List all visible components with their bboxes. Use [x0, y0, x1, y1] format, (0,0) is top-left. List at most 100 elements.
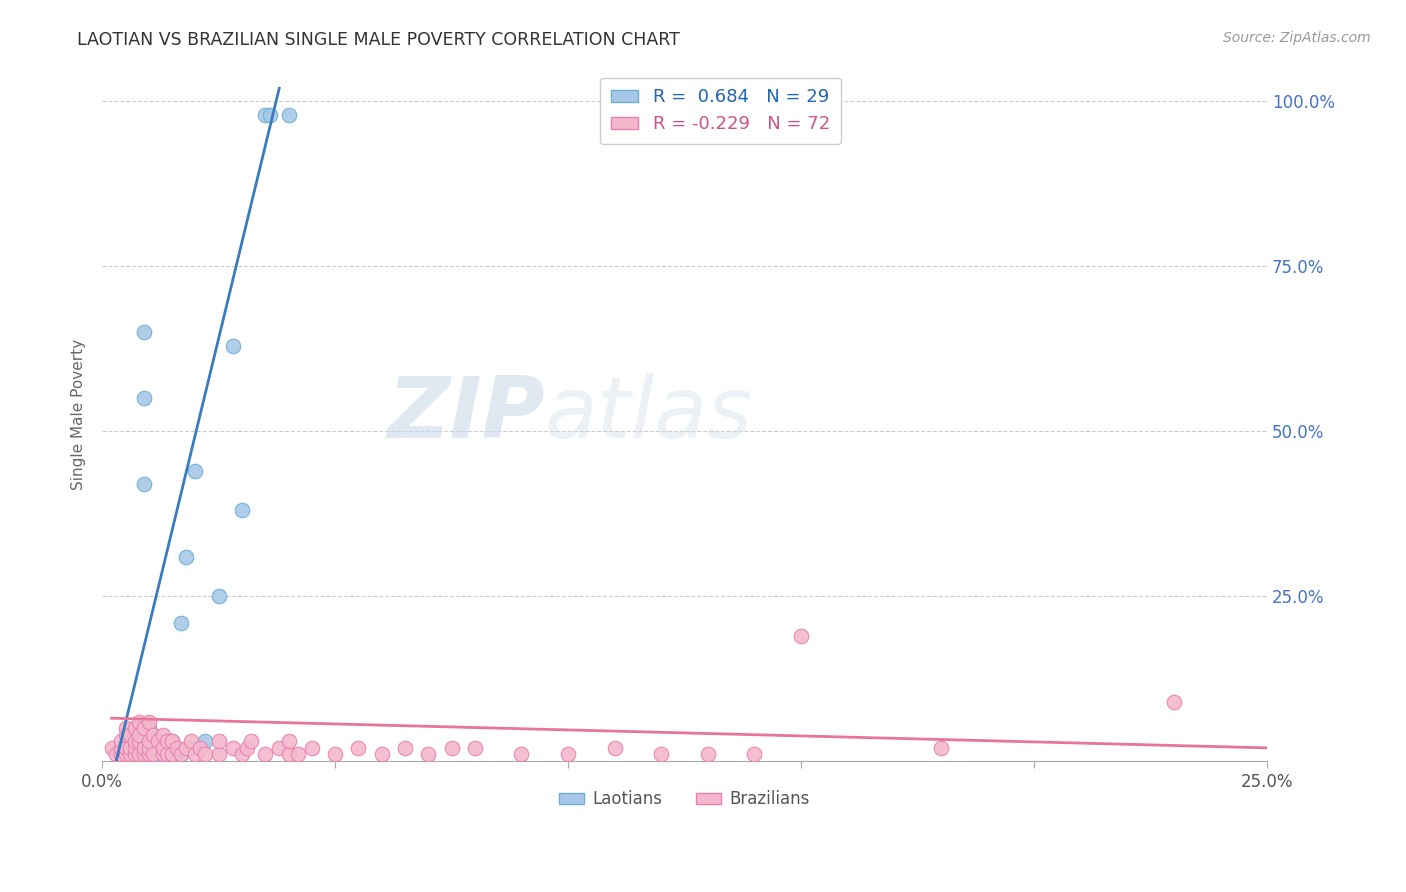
- Point: [138, 747, 160, 762]
- Point: [124, 747, 146, 762]
- Point: [160, 734, 183, 748]
- Point: [254, 747, 277, 762]
- Point: [138, 740, 160, 755]
- Point: [156, 734, 179, 748]
- Point: [142, 728, 165, 742]
- Point: [259, 108, 281, 122]
- Point: [138, 734, 160, 748]
- Point: [603, 740, 626, 755]
- Point: [138, 721, 160, 735]
- Point: [105, 747, 128, 762]
- Point: [114, 740, 136, 755]
- Point: [323, 747, 346, 762]
- Point: [208, 589, 231, 603]
- Point: [138, 714, 160, 729]
- Point: [146, 747, 169, 762]
- Point: [152, 740, 174, 755]
- Point: [790, 629, 813, 643]
- Point: [221, 740, 243, 755]
- Point: [180, 740, 202, 755]
- Point: [124, 740, 146, 755]
- Point: [110, 740, 132, 755]
- Text: atlas: atlas: [544, 373, 752, 457]
- Point: [696, 747, 718, 762]
- Point: [194, 734, 217, 748]
- Legend: Laotians, Brazilians: Laotians, Brazilians: [553, 784, 817, 815]
- Point: [134, 747, 156, 762]
- Text: LAOTIAN VS BRAZILIAN SINGLE MALE POVERTY CORRELATION CHART: LAOTIAN VS BRAZILIAN SINGLE MALE POVERTY…: [77, 31, 681, 49]
- Point: [128, 728, 150, 742]
- Point: [156, 747, 179, 762]
- Point: [114, 721, 136, 735]
- Point: [120, 740, 142, 755]
- Point: [166, 740, 188, 755]
- Point: [1163, 695, 1185, 709]
- Point: [128, 747, 150, 762]
- Point: [929, 740, 952, 755]
- Point: [160, 747, 183, 762]
- Point: [208, 747, 231, 762]
- Point: [744, 747, 766, 762]
- Point: [347, 740, 370, 755]
- Point: [287, 747, 309, 762]
- Point: [110, 734, 132, 748]
- Point: [170, 747, 193, 762]
- Point: [138, 728, 160, 742]
- Point: [557, 747, 579, 762]
- Point: [114, 747, 136, 762]
- Point: [235, 740, 257, 755]
- Point: [146, 740, 169, 755]
- Point: [152, 728, 174, 742]
- Point: [184, 464, 207, 478]
- Point: [120, 747, 142, 762]
- Text: Source: ZipAtlas.com: Source: ZipAtlas.com: [1223, 31, 1371, 45]
- Point: [269, 740, 291, 755]
- Point: [146, 734, 169, 748]
- Point: [134, 392, 156, 406]
- Point: [254, 108, 277, 122]
- Point: [184, 747, 207, 762]
- Point: [440, 740, 463, 755]
- Text: ZIP: ZIP: [387, 373, 544, 457]
- Point: [231, 747, 253, 762]
- Point: [138, 740, 160, 755]
- Point: [120, 728, 142, 742]
- Point: [371, 747, 394, 762]
- Point: [277, 108, 299, 122]
- Point: [277, 734, 299, 748]
- Point: [124, 721, 146, 735]
- Point: [138, 734, 160, 748]
- Point: [394, 740, 416, 755]
- Point: [650, 747, 672, 762]
- Point: [124, 734, 146, 748]
- Point: [134, 721, 156, 735]
- Point: [134, 326, 156, 340]
- Point: [277, 747, 299, 762]
- Point: [160, 734, 183, 748]
- Point: [114, 728, 136, 742]
- Point: [156, 747, 179, 762]
- Point: [100, 740, 122, 755]
- Point: [221, 338, 243, 352]
- Point: [174, 740, 197, 755]
- Point: [510, 747, 533, 762]
- Point: [180, 734, 202, 748]
- Point: [170, 615, 193, 630]
- Point: [128, 714, 150, 729]
- Point: [188, 740, 211, 755]
- Point: [152, 747, 174, 762]
- Point: [240, 734, 263, 748]
- Point: [134, 740, 156, 755]
- Point: [231, 503, 253, 517]
- Point: [464, 740, 486, 755]
- Point: [418, 747, 440, 762]
- Y-axis label: Single Male Poverty: Single Male Poverty: [72, 339, 86, 491]
- Point: [208, 734, 231, 748]
- Point: [174, 549, 197, 564]
- Point: [301, 740, 323, 755]
- Point: [142, 747, 165, 762]
- Point: [160, 740, 183, 755]
- Point: [138, 747, 160, 762]
- Point: [128, 734, 150, 748]
- Point: [110, 747, 132, 762]
